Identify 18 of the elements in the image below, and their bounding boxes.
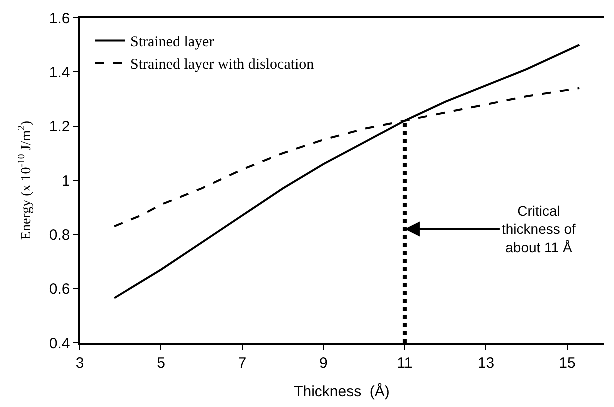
legend-label: Strained layer with dislocation — [130, 57, 315, 74]
x-tick-label: 9 — [320, 354, 328, 372]
x-axis-title: Thickness (Å) — [294, 382, 390, 400]
y-tick-label: 0.4 — [49, 335, 70, 352]
y-tick-label: 1.6 — [49, 10, 70, 28]
x-tick-label: 5 — [157, 354, 166, 372]
y-tick-label: 0.6 — [49, 281, 70, 298]
y-tick-label: 1 — [62, 172, 70, 190]
annotation: Critical thickness of about 11 Å — [502, 203, 576, 256]
y-tick-label: 1.2 — [49, 118, 70, 136]
x-tick-label: 13 — [478, 354, 495, 372]
x-tick-label: 7 — [238, 354, 247, 372]
x-tick-label: 11 — [397, 354, 413, 372]
y-tick-label: 0.8 — [49, 226, 70, 244]
x-tick-label: 15 — [559, 354, 576, 372]
y-tick-label: 1.4 — [49, 64, 70, 82]
legend-label: Strained layer — [130, 34, 214, 51]
x-tick-label: 3 — [76, 354, 84, 372]
